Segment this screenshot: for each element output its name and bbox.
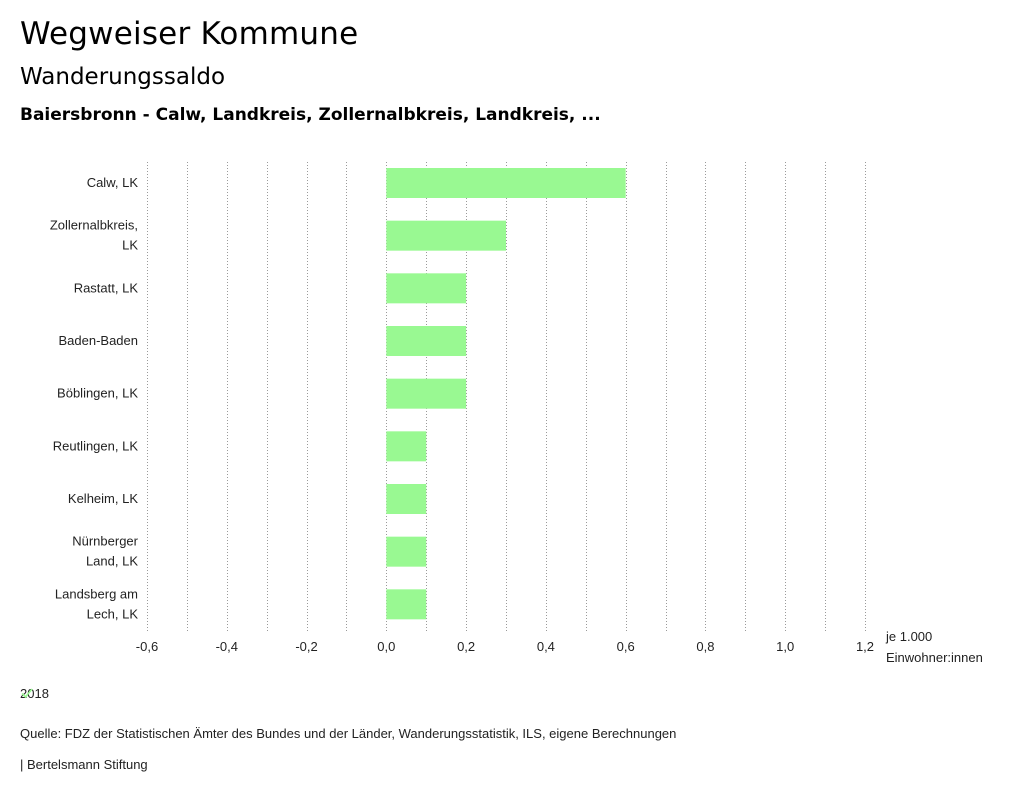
- bar[interactable]: [386, 168, 626, 198]
- category-labels: Calw, LK Zollernalbkreis, LK Rastatt, LK Bad…: [50, 175, 139, 621]
- bar[interactable]: [386, 431, 427, 462]
- category-label: Kelheim, LK: [68, 491, 138, 506]
- x-tick-label: 0,4: [537, 639, 555, 654]
- bar[interactable]: [386, 326, 467, 356]
- x-tick-label: -0,6: [136, 639, 158, 654]
- bar[interactable]: [386, 484, 427, 514]
- page-title: Wegweiser Kommune: [20, 16, 359, 52]
- category-label: Baden-Baden: [58, 333, 138, 348]
- bar[interactable]: [386, 273, 467, 304]
- legend-item-2018[interactable]: 2018: [20, 686, 49, 701]
- x-tick-label: 0,2: [457, 639, 475, 654]
- bars: [386, 168, 626, 620]
- x-tick-label: 0,8: [696, 639, 714, 654]
- category-label: Reutlingen, LK: [53, 438, 139, 453]
- x-tick-label: 1,0: [776, 639, 794, 654]
- bar-chart: Calw, LK Zollernalbkreis, LK Rastatt, LK Bad…: [50, 162, 983, 665]
- category-label: Calw, LK: [87, 175, 139, 190]
- x-axis-unit-label: je 1.000 Einwohner:innen: [885, 629, 983, 665]
- credit-note: | Bertelsmann Stiftung: [20, 757, 148, 772]
- bar[interactable]: [386, 536, 427, 567]
- category-label: Rastatt, LK: [74, 280, 139, 295]
- category-label: Zollernalbkreis, LK: [50, 218, 138, 253]
- chart-subject: Baiersbronn - Calw, Landkreis, Zollernal…: [20, 105, 601, 125]
- bar[interactable]: [386, 589, 427, 620]
- source-note: Quelle: FDZ der Statistischen Ämter des …: [20, 726, 677, 741]
- chart-subtitle: Wanderungssaldo: [20, 64, 226, 90]
- category-label: Böblingen, LK: [57, 386, 138, 401]
- legend-label: 2018: [20, 686, 49, 701]
- x-tick-label: 0,6: [617, 639, 635, 654]
- x-tick-label: -0,2: [295, 639, 317, 654]
- grid-lines: [147, 162, 866, 632]
- bar[interactable]: [386, 220, 506, 251]
- x-tick-label: -0,4: [216, 639, 238, 654]
- category-label: Nürnberger Land, LK: [72, 534, 138, 569]
- x-axis-unit: je 1.000 Einwohner:innen: [885, 629, 983, 665]
- category-label: Landsberg am Lech, LK: [55, 586, 138, 621]
- bar[interactable]: [386, 378, 467, 409]
- check-icon: [21, 688, 33, 699]
- x-tick-label: 1,2: [856, 639, 874, 654]
- x-tick-label: 0,0: [377, 639, 395, 654]
- x-axis-ticks: -0,6 -0,4 -0,2 0,0 0,2 0,4 0,6 0,8 1,0 1,2: [136, 639, 874, 654]
